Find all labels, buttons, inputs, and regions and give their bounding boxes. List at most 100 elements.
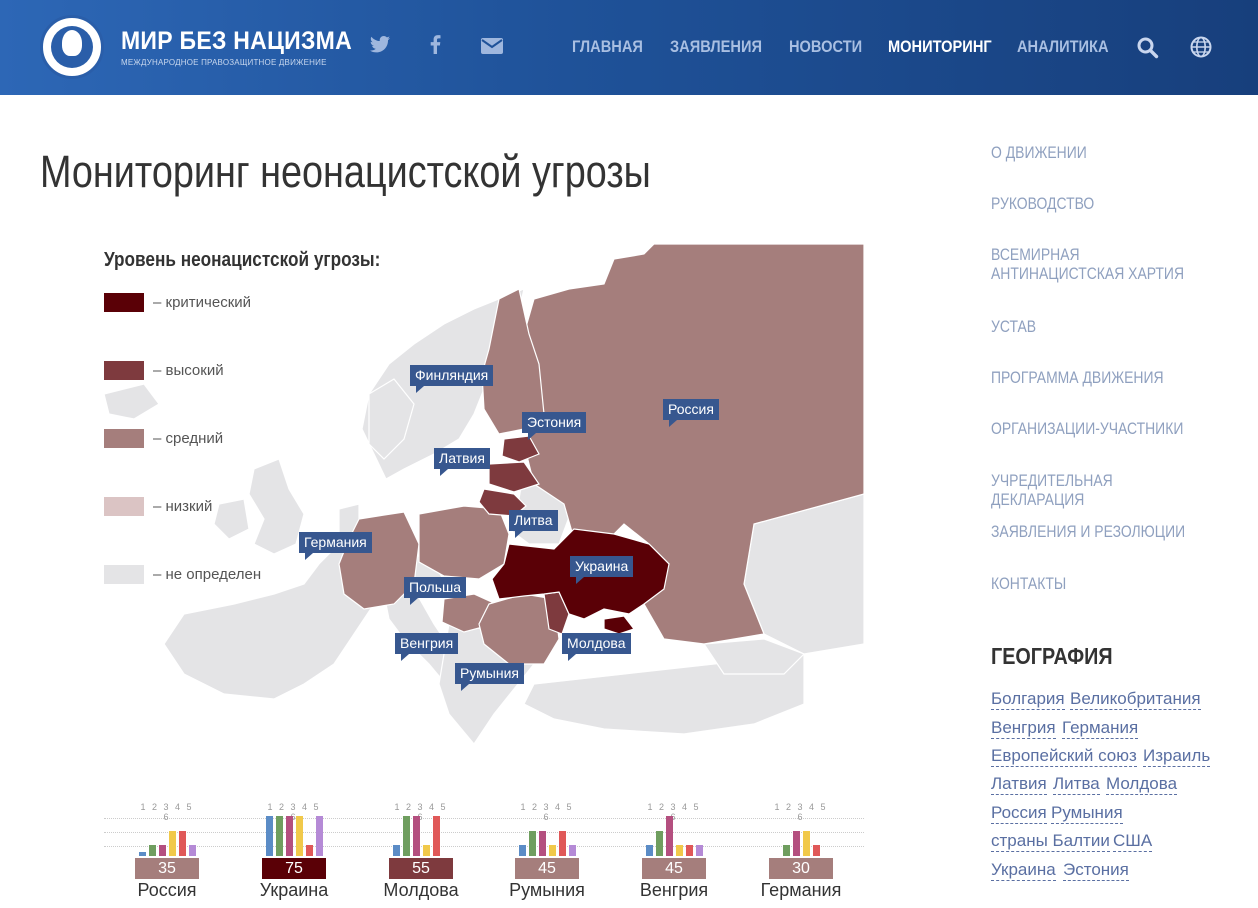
sidebar-link-resolutions[interactable]: ЗАЯВЛЕНИЯ И РЕЗОЛЮЦИИ [991, 522, 1186, 541]
label-estonia[interactable]: Эстония [522, 412, 587, 440]
stat-bar [316, 816, 323, 856]
logo-emblem-icon[interactable] [40, 15, 104, 79]
map-caucasus [702, 638, 806, 675]
sidebar-link-about[interactable]: О ДВИЖЕНИИ [991, 143, 1087, 162]
legend-label-low: – низкий [153, 498, 213, 515]
map-sweden-east [368, 378, 415, 460]
stat-country-name: Украина [259, 880, 329, 900]
stat-bar [189, 845, 196, 856]
tag-european-union[interactable]: Европейский союз [991, 746, 1137, 767]
stat-bar [646, 845, 653, 856]
twitter-icon[interactable] [370, 36, 390, 53]
tag-bulgaria[interactable]: Болгария [991, 689, 1065, 710]
label-lithuania[interactable]: Литва [509, 510, 558, 538]
stat-bar [696, 845, 703, 856]
stat-bar [159, 845, 166, 856]
stat-block[interactable]: 1 2 3 4 5 6 75 Украина [260, 800, 342, 905]
legend-swatch-low [104, 497, 144, 516]
stat-block[interactable]: 1 2 3 4 5 6 35 Россия [135, 800, 215, 905]
label-romania[interactable]: Румыния [455, 663, 525, 691]
europe-map [104, 244, 864, 746]
mail-icon[interactable] [481, 38, 503, 54]
legend-label-medium: – средний [153, 430, 224, 447]
stat-score: 35 [135, 858, 199, 879]
sidebar-link-charter-rules[interactable]: УСТАВ [991, 317, 1037, 336]
stat-bar [519, 845, 526, 856]
stat-scale-labels: 1 2 3 4 5 6 [774, 802, 828, 822]
tag-latvia[interactable]: Латвия [991, 774, 1047, 795]
label-poland[interactable]: Польша [404, 577, 467, 605]
legend-swatch-high [104, 361, 144, 380]
stat-scale-labels: 1 2 3 4 5 6 [520, 802, 574, 822]
tag-ukraine[interactable]: Украина [991, 860, 1056, 881]
stat-score: 30 [769, 858, 833, 879]
site-header: МИР БЕЗ НАЦИЗМА МЕЖДУНАРОДНОЕ ПРАВОЗАЩИТ… [0, 0, 1258, 95]
nav-monitoring[interactable]: МОНИТОРИНГ [888, 37, 992, 56]
stats-grid-line [104, 832, 864, 833]
tag-germany[interactable]: Германия [1062, 718, 1139, 739]
label-finland[interactable]: Финляндия [410, 365, 494, 393]
tag-hungary[interactable]: Венгрия [991, 718, 1056, 739]
stat-bar [403, 816, 410, 856]
label-germany[interactable]: Германия [299, 532, 372, 560]
label-latvia[interactable]: Латвия [434, 448, 490, 476]
stat-bars [139, 814, 207, 856]
stat-bar [569, 845, 576, 856]
stat-bar [266, 816, 273, 856]
tag-usa[interactable]: США [1113, 831, 1153, 852]
nav-news[interactable]: НОВОСТИ [789, 37, 863, 56]
stat-bar [783, 845, 790, 856]
tag-lithuania[interactable]: Литва [1053, 774, 1100, 795]
stat-country-name: Германия [760, 880, 842, 900]
nav-statements[interactable]: ЗАЯВЛЕНИЯ [670, 37, 763, 56]
tag-estonia[interactable]: Эстония [1063, 860, 1129, 881]
facebook-icon[interactable] [430, 35, 441, 54]
stat-block[interactable]: 1 2 3 4 5 6 45 Венгрия [640, 800, 722, 905]
nav-analytics[interactable]: АНАЛИТИКА [1017, 37, 1109, 56]
stat-bar [179, 831, 186, 856]
stat-bar [149, 845, 156, 856]
sidebar-link-program[interactable]: ПРОГРАММА ДВИЖЕНИЯ [991, 368, 1164, 387]
map-uk [248, 458, 305, 555]
tag-great-britain[interactable]: Великобритания [1070, 689, 1201, 710]
stat-bar [296, 816, 303, 856]
stat-country-name: Румыния [509, 880, 585, 900]
label-russia[interactable]: Россия [663, 399, 719, 427]
stat-block[interactable]: 1 2 3 4 5 6 30 Германия [761, 800, 849, 905]
stat-bars [646, 814, 714, 856]
label-hungary[interactable]: Венгрия [395, 633, 459, 661]
brand-title[interactable]: МИР БЕЗ НАЦИЗМА [121, 27, 352, 55]
stat-block[interactable]: 1 2 3 4 5 6 55 Молдова [383, 800, 469, 905]
stat-bar [413, 816, 420, 856]
stat-score: 45 [642, 858, 706, 879]
sidebar-link-leadership[interactable]: РУКОВОДСТВО [991, 194, 1095, 213]
page-title: Мониторинг неонацистской угрозы [40, 146, 651, 197]
legend-label-undefined: – не определен [153, 566, 262, 583]
sidebar-link-declaration[interactable]: УЧРЕДИТЕЛЬНАЯ ДЕКЛАРАЦИЯ [991, 471, 1113, 509]
stat-bars [266, 814, 334, 856]
tag-israel[interactable]: Израиль [1143, 746, 1211, 767]
globe-icon[interactable] [1190, 36, 1212, 58]
stat-block[interactable]: 1 2 3 4 5 6 45 Румыния [509, 800, 595, 905]
nav-home[interactable]: ГЛАВНАЯ [572, 37, 643, 56]
tag-baltic-states[interactable]: страны Балтии [991, 831, 1110, 852]
stat-bar [686, 845, 693, 856]
tag-russia[interactable]: Россия [991, 803, 1047, 824]
stat-bar [539, 831, 546, 856]
stat-bar [559, 831, 566, 856]
stat-bar [139, 852, 146, 856]
sidebar-link-contacts[interactable]: КОНТАКТЫ [991, 574, 1067, 593]
stats-grid-line [104, 818, 864, 819]
tag-moldova[interactable]: Молдова [1106, 774, 1178, 795]
sidebar-link-charter[interactable]: ВСЕМИРНАЯ АНТИНАЦИСТСКАЯ ХАРТИЯ [991, 245, 1185, 283]
label-ukraine[interactable]: Украина [570, 556, 634, 584]
map-poland [418, 505, 510, 580]
search-icon[interactable] [1137, 37, 1159, 59]
label-moldova[interactable]: Молдова [562, 633, 631, 661]
brand-subtitle: МЕЖДУНАРОДНОЕ ПРАВОЗАЩИТНОЕ ДВИЖЕНИЕ [121, 58, 327, 67]
sidebar-link-organizations[interactable]: ОРГАНИЗАЦИИ-УЧАСТНИКИ [991, 419, 1184, 438]
map-iceland [104, 383, 160, 420]
stat-bar [393, 845, 400, 856]
tag-romania[interactable]: Румыния [1051, 803, 1123, 824]
stat-bar [676, 845, 683, 856]
